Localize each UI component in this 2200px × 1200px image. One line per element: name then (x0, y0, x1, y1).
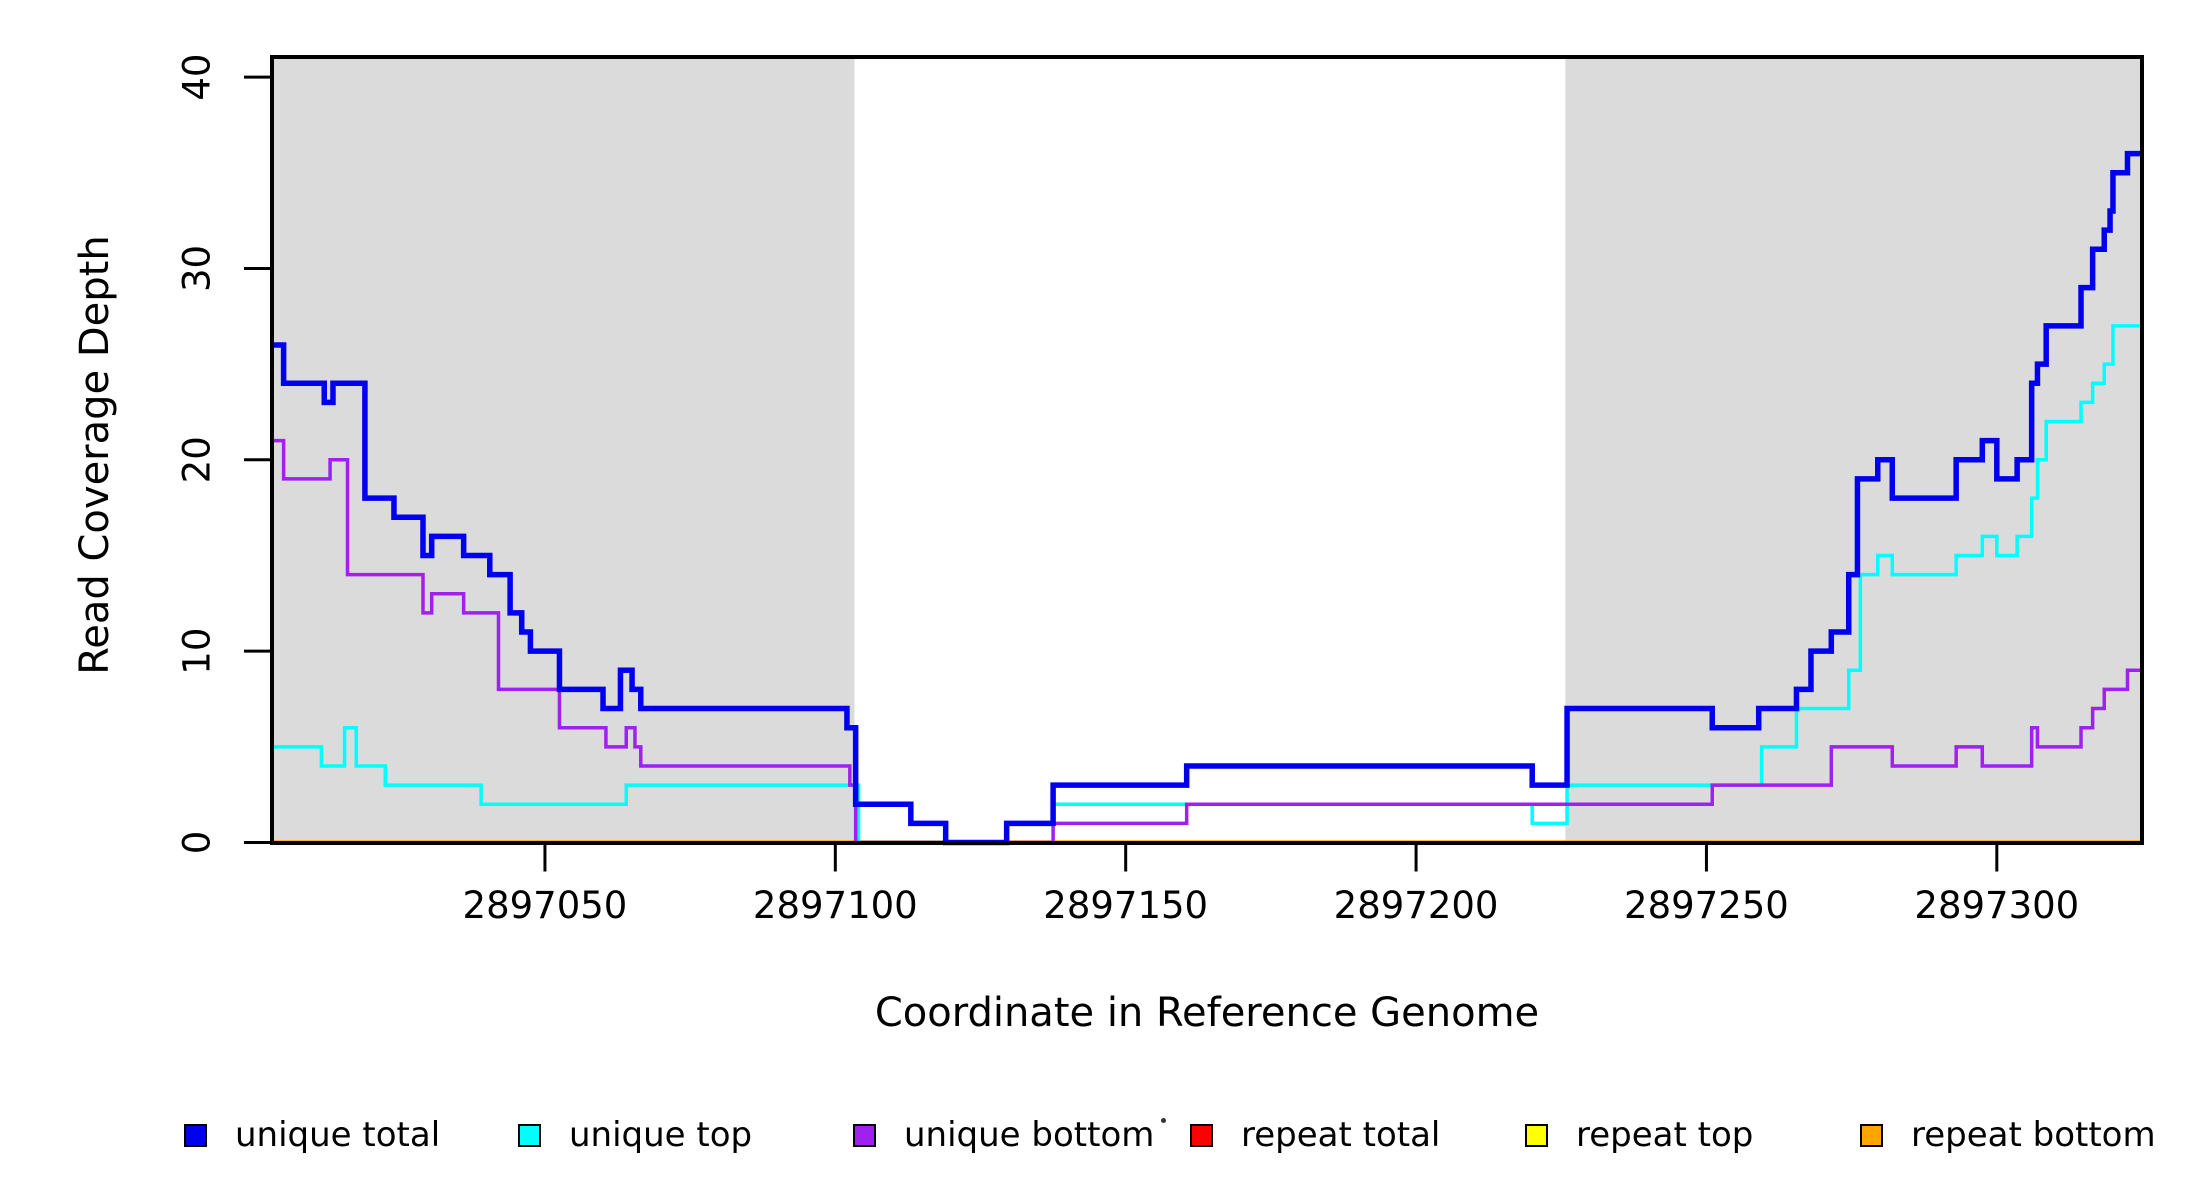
x-tick-label: 2897050 (463, 884, 628, 927)
legend-item-unique-top: unique top (518, 1115, 753, 1155)
legend-label: repeat top (1576, 1115, 1754, 1155)
legend-item-repeat-total: repeat total (1190, 1115, 1441, 1155)
shaded-region (1565, 57, 2142, 843)
plot-border (270, 55, 2144, 845)
legend-label: repeat total (1241, 1115, 1441, 1155)
legend-swatch-repeat-bottom (1860, 1123, 1883, 1147)
series-unique-bottom (272, 438, 2142, 845)
legend-item-repeat-top: repeat top (1525, 1115, 1754, 1155)
legend-label: unique bottom (904, 1115, 1155, 1155)
y-tick-label: 40 (176, 54, 219, 101)
legend-label: unique total (235, 1115, 441, 1155)
legend-item-repeat-bottom: repeat bottom (1860, 1115, 2156, 1155)
stray-dot-artifact (1161, 1118, 1166, 1123)
legend-swatch-repeat-top (1525, 1123, 1548, 1147)
legend-label: repeat bottom (1911, 1115, 2156, 1155)
legend-swatch-unique-total (184, 1123, 207, 1147)
x-axis-title: Coordinate in Reference Genome (874, 990, 1540, 1036)
legend-swatch-repeat-total (1190, 1123, 1213, 1147)
x-tick-label: 2897200 (1334, 884, 1499, 927)
series-unique-top (272, 324, 2142, 845)
x-tick-label: 2897300 (1914, 884, 2079, 927)
legend-item-unique-total: unique total (184, 1115, 441, 1155)
shaded-region (272, 57, 855, 843)
y-tick-label: 0 (176, 831, 219, 855)
y-axis-title: Read Coverage Depth (72, 235, 118, 675)
legend-swatch-unique-bottom (853, 1123, 876, 1147)
x-tick-label: 2897250 (1624, 884, 1789, 927)
legend-label: unique top (569, 1115, 753, 1155)
x-tick-label: 2897150 (1043, 884, 1208, 927)
x-tick-label: 2897100 (753, 884, 918, 927)
y-tick-label: 30 (176, 245, 219, 292)
legend-item-unique-bottom: unique bottom (853, 1115, 1155, 1155)
y-tick-label: 10 (176, 628, 219, 675)
y-tick-label: 20 (176, 436, 219, 483)
legend-swatch-unique-top (518, 1123, 541, 1147)
series-unique-total (272, 150, 2142, 846)
